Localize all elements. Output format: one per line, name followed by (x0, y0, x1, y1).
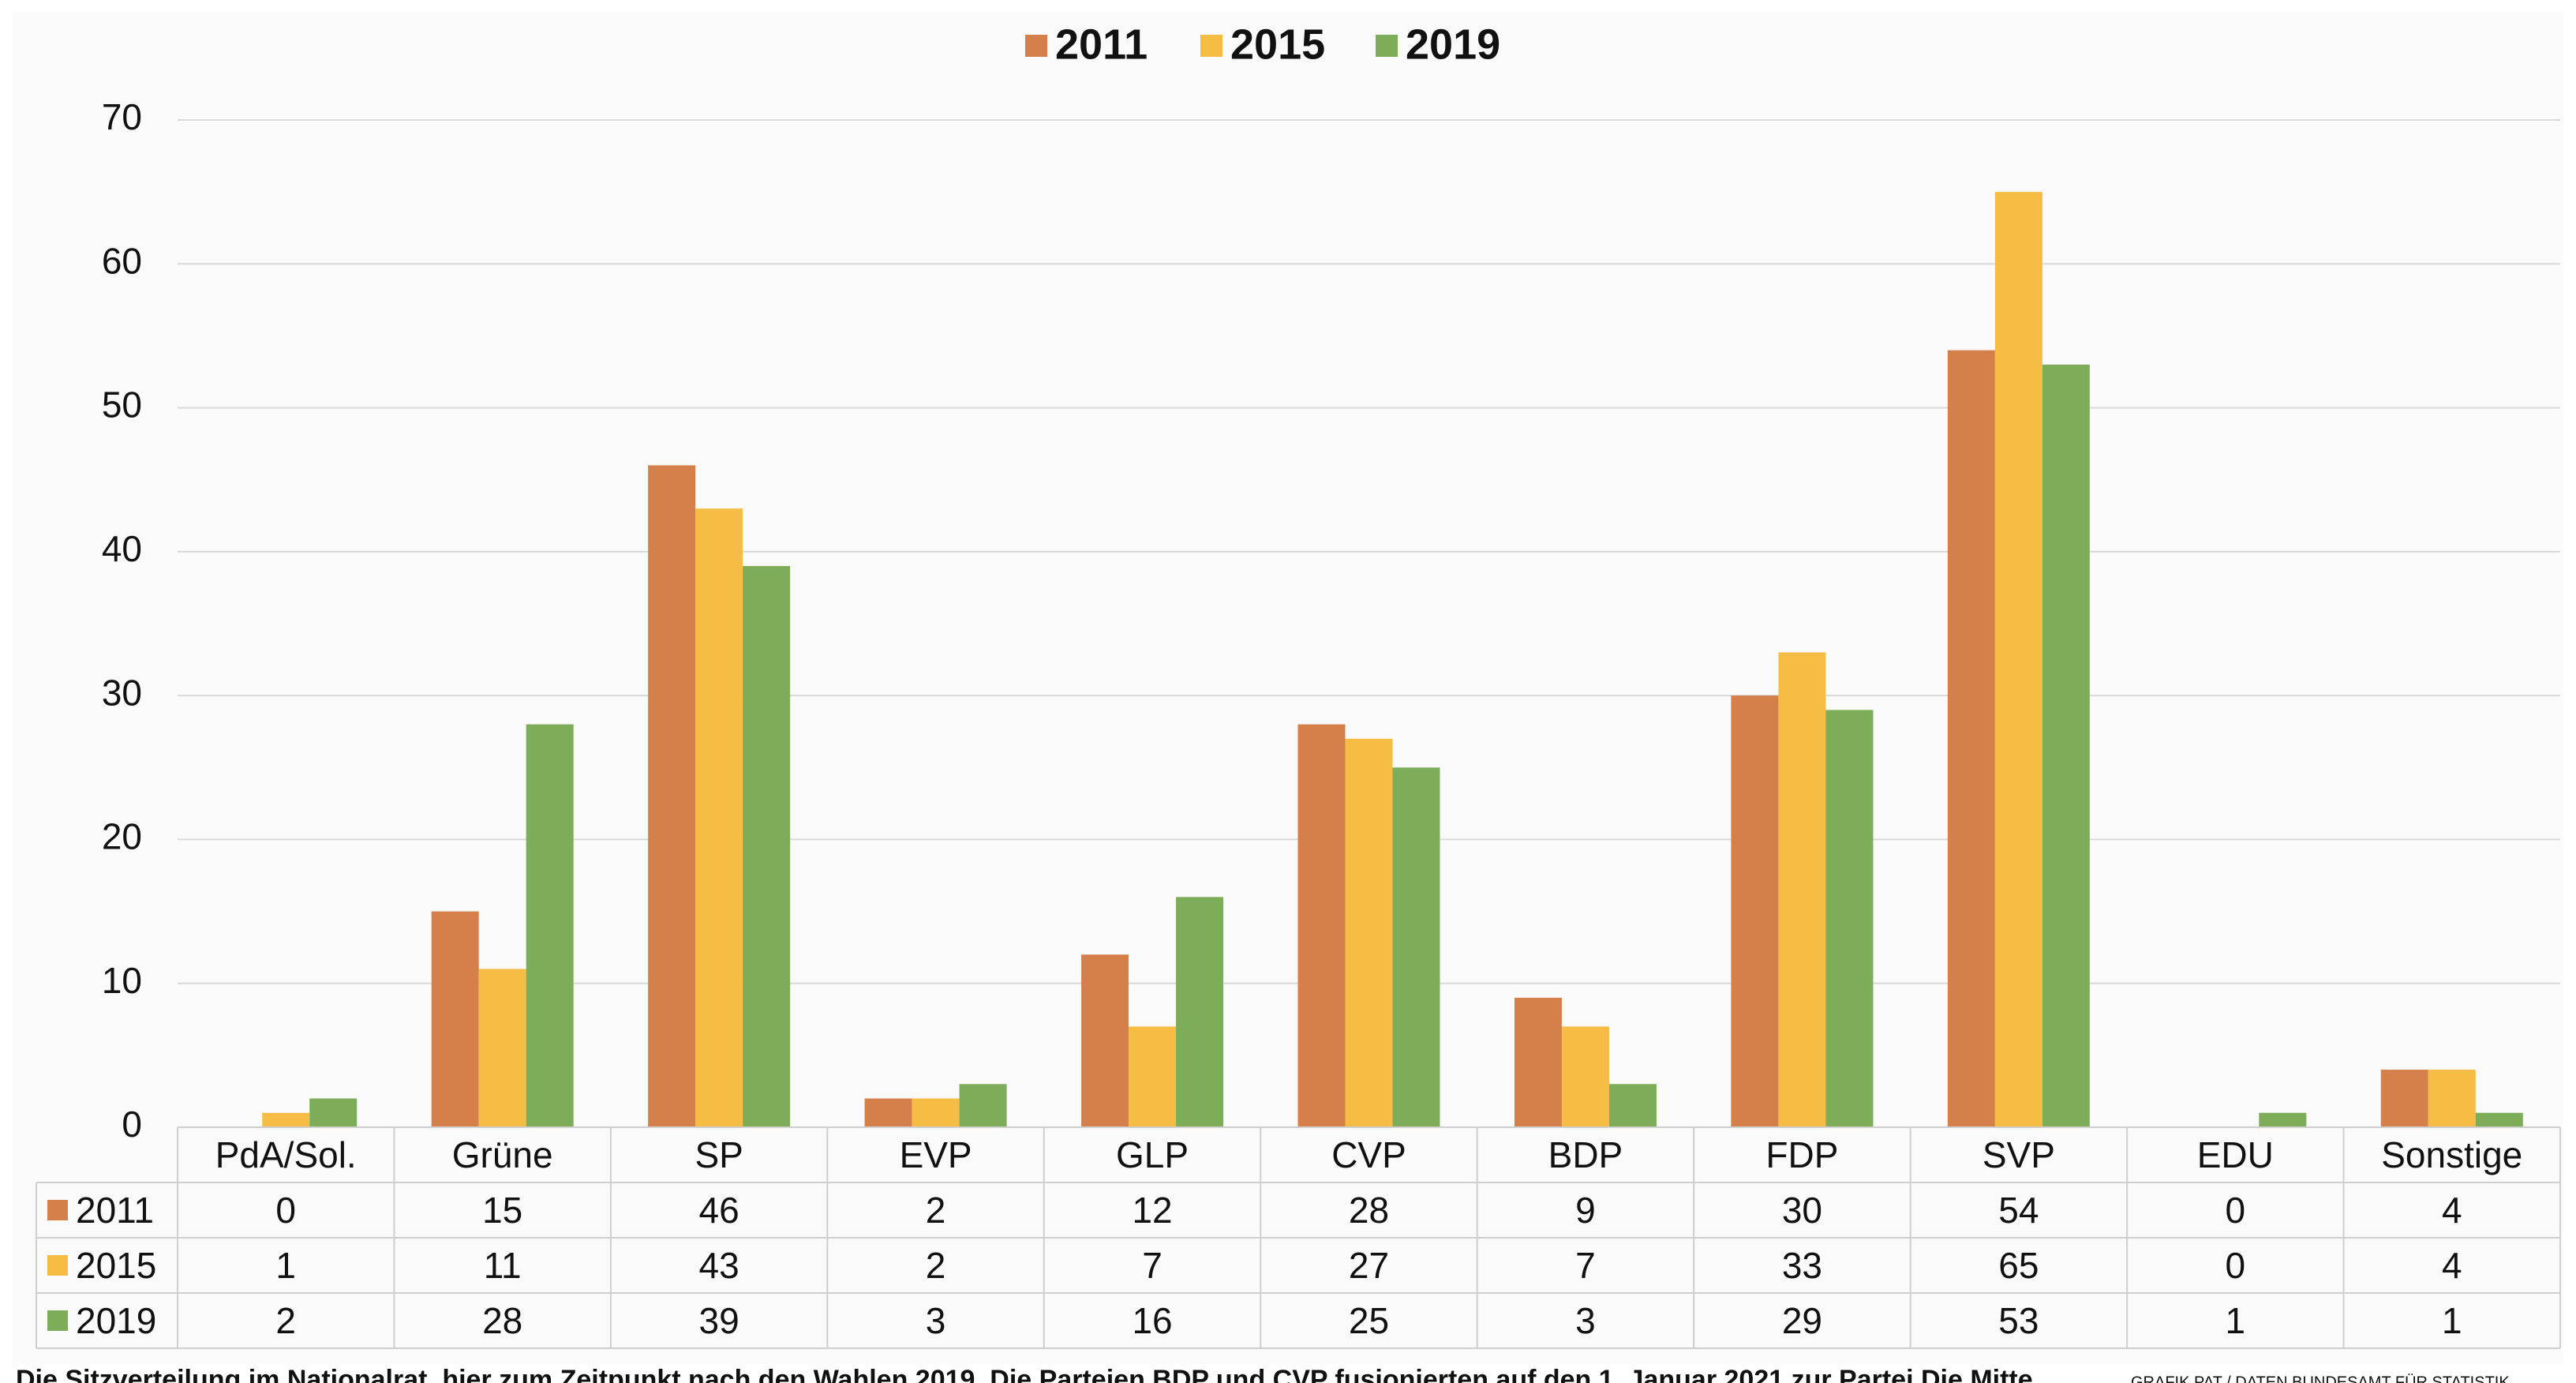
table-row-label: 2011 (76, 1190, 154, 1231)
table-value: 2 (926, 1190, 946, 1231)
table-value: 7 (1575, 1245, 1596, 1286)
table-value: 65 (1998, 1245, 2039, 1286)
bar (1947, 350, 1995, 1128)
table-legend-swatch (47, 1255, 68, 1276)
x-tick-label: FDP (1765, 1134, 1838, 1175)
table-value: 25 (1349, 1300, 1389, 1341)
table-value: 0 (2226, 1190, 2246, 1231)
bar (695, 508, 743, 1127)
table-value: 2 (275, 1300, 296, 1341)
table-value: 9 (1575, 1190, 1596, 1231)
bar (1081, 954, 1129, 1127)
bar (1778, 652, 1826, 1127)
table-value: 0 (2226, 1245, 2246, 1286)
bar (1731, 695, 1779, 1127)
table-value: 28 (1349, 1190, 1389, 1231)
bar (1345, 738, 1393, 1127)
bar (262, 1112, 310, 1127)
bar (1129, 1026, 1177, 1127)
bar (1392, 767, 1440, 1127)
table-value: 0 (275, 1190, 296, 1231)
table-value: 7 (1142, 1245, 1163, 1286)
legend-swatch (1376, 35, 1398, 57)
y-tick-label: 20 (102, 816, 142, 857)
table-row-label: 2015 (76, 1245, 156, 1286)
table-value: 53 (1998, 1300, 2039, 1341)
x-tick-label: Sonstige (2381, 1134, 2522, 1175)
y-tick-label: 0 (122, 1104, 142, 1145)
table-value: 1 (275, 1245, 296, 1286)
legend-label: 2015 (1230, 21, 1325, 68)
bar (1176, 897, 1224, 1127)
table-value: 46 (699, 1190, 739, 1231)
legend-label: 2019 (1406, 21, 1500, 68)
y-tick-label: 60 (102, 240, 142, 281)
bar (1561, 1026, 1609, 1127)
table-value: 4 (2442, 1190, 2462, 1231)
table-value: 15 (482, 1190, 522, 1231)
bar (309, 1098, 358, 1127)
bar (2428, 1070, 2476, 1127)
table-value: 1 (2442, 1300, 2462, 1341)
table-value: 27 (1349, 1245, 1389, 1286)
bar (1994, 192, 2042, 1128)
bar (2475, 1112, 2523, 1127)
table-value: 39 (699, 1300, 739, 1341)
table-value: 4 (2442, 1245, 2462, 1286)
table-row-label: 2019 (76, 1300, 156, 1341)
y-tick-label: 40 (102, 528, 142, 569)
bar (912, 1098, 960, 1127)
legend-swatch (1200, 35, 1222, 57)
caption: Die Sitzverteilung im Nationalrat, hier … (16, 1365, 2040, 1383)
x-tick-label: SVP (1983, 1134, 2055, 1175)
x-tick-label: BDP (1548, 1134, 1623, 1175)
bar (648, 465, 696, 1127)
x-tick-label: PdA/Sol. (215, 1134, 357, 1175)
table-value: 28 (482, 1300, 522, 1341)
table-value: 54 (1998, 1190, 2039, 1231)
bar (478, 969, 526, 1127)
table-value: 29 (1782, 1300, 1822, 1341)
x-tick-label: EDU (2197, 1134, 2274, 1175)
table-value: 43 (699, 1245, 739, 1286)
table-value: 3 (926, 1300, 946, 1341)
table-value: 12 (1132, 1190, 1172, 1231)
x-tick-label: Grüne (452, 1134, 553, 1175)
table-value: 1 (2226, 1300, 2246, 1341)
bar (864, 1098, 912, 1127)
x-tick-label: CVP (1331, 1134, 1406, 1175)
x-tick-label: EVP (900, 1134, 972, 1175)
bar (743, 566, 791, 1127)
y-tick-label: 30 (102, 672, 142, 713)
y-tick-label: 70 (102, 96, 142, 137)
chart-background (13, 13, 2563, 1364)
bar (959, 1084, 1007, 1127)
bar (526, 724, 574, 1127)
table-legend-swatch (47, 1310, 68, 1331)
bar (431, 911, 479, 1127)
bar (2380, 1070, 2428, 1127)
x-tick-label: SP (695, 1134, 743, 1175)
table-value: 3 (1575, 1300, 1596, 1341)
table-value: 2 (926, 1245, 946, 1286)
bar (2042, 364, 2090, 1127)
legend-swatch (1025, 35, 1047, 57)
y-tick-label: 50 (102, 384, 142, 425)
legend-label: 2011 (1055, 21, 1148, 68)
bar (2259, 1112, 2307, 1127)
y-tick-label: 10 (102, 960, 142, 1001)
table-value: 11 (484, 1245, 522, 1286)
source: GRAFIK PAT / DATEN BUNDESAMT FÜR STATIST… (2131, 1374, 2510, 1383)
table-value: 30 (1782, 1190, 1822, 1231)
bar (1825, 710, 1874, 1127)
table-legend-swatch (47, 1200, 68, 1220)
x-tick-label: GLP (1116, 1134, 1189, 1175)
table-value: 33 (1782, 1245, 1822, 1286)
table-value: 16 (1132, 1300, 1172, 1341)
bar (1514, 997, 1562, 1127)
bar (1297, 724, 1346, 1127)
bar (1608, 1084, 1657, 1127)
